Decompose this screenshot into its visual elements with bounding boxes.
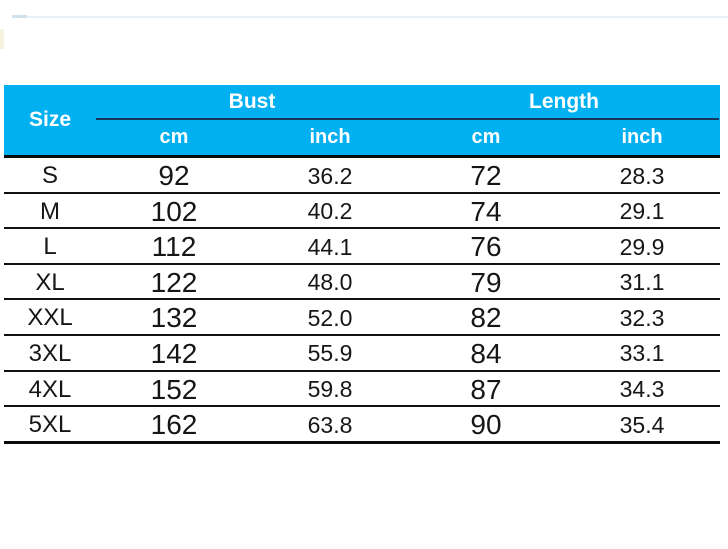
cell-length-inch: 33.1 xyxy=(619,340,665,367)
cell-bust-inch: 55.9 xyxy=(307,340,353,367)
table-header: Size Bust Length cm inch cm inch xyxy=(4,85,720,158)
faint-edge-mark xyxy=(0,29,4,49)
size-column-header: Size xyxy=(28,108,72,131)
cell-bust-cm: 112 xyxy=(151,231,197,263)
cell-size: 5XL xyxy=(28,411,72,439)
cell-bust-cm: 162 xyxy=(150,409,198,441)
table-row: XL 122 48.0 79 31.1 xyxy=(4,265,720,301)
cell-length-cm: 76 xyxy=(470,231,502,263)
table-row: L 112 44.1 76 29.9 xyxy=(4,229,720,265)
cell-length-inch: 32.3 xyxy=(619,304,665,331)
cell-length-cm: 84 xyxy=(470,337,502,369)
cell-bust-cm: 122 xyxy=(150,266,198,298)
cell-length-inch: 29.1 xyxy=(619,198,665,225)
cell-length-inch: 35.4 xyxy=(619,411,665,438)
cell-bust-inch: 63.8 xyxy=(307,411,353,438)
table-row: 4XL 152 59.8 87 34.3 xyxy=(4,372,720,408)
cell-bust-inch: 59.8 xyxy=(307,376,353,403)
cell-bust-cm: 152 xyxy=(150,373,198,405)
cell-size: L xyxy=(43,233,57,261)
cell-length-inch: 28.3 xyxy=(619,162,665,189)
cell-bust-inch: 44.1 xyxy=(307,233,353,260)
cell-length-inch: 34.3 xyxy=(619,376,665,403)
table-row: XXL 132 52.0 82 32.3 xyxy=(4,300,720,336)
table-row: M 102 40.2 74 29.1 xyxy=(4,194,720,230)
bust-group-header: Bust xyxy=(228,90,276,113)
cell-size: XXL xyxy=(27,304,73,332)
cell-bust-inch: 36.2 xyxy=(307,162,353,189)
length-inch-header: inch xyxy=(621,125,663,148)
cell-size: S xyxy=(41,162,58,189)
length-cm-header: cm xyxy=(471,125,501,148)
cell-length-cm: 72 xyxy=(470,160,502,191)
cell-bust-cm: 92 xyxy=(158,160,190,191)
cell-length-inch: 29.9 xyxy=(619,233,665,260)
bust-cm-header: cm xyxy=(159,125,189,148)
cell-size: M xyxy=(40,197,60,225)
cell-length-inch: 31.1 xyxy=(619,269,665,296)
table-row: 5XL 162 63.8 90 35.4 xyxy=(4,407,720,444)
cell-bust-inch: 48.0 xyxy=(307,269,353,296)
cell-length-cm: 79 xyxy=(470,266,502,298)
cell-bust-inch: 40.2 xyxy=(307,198,353,225)
cell-size: 3XL xyxy=(28,339,72,367)
cell-bust-cm: 102 xyxy=(150,195,198,227)
length-group-header: Length xyxy=(529,90,599,113)
size-chart-table: Size Bust Length cm inch cm inch S 92 36… xyxy=(4,85,720,444)
header-divider-line xyxy=(96,118,719,120)
cell-size: 4XL xyxy=(28,375,72,403)
cell-length-cm: 74 xyxy=(470,195,502,227)
faint-crop-mark xyxy=(12,15,27,18)
table-row: 3XL 142 55.9 84 33.1 xyxy=(4,336,720,372)
cell-length-cm: 90 xyxy=(470,409,502,441)
cell-bust-inch: 52.0 xyxy=(307,304,353,331)
cell-size: XL xyxy=(35,268,65,296)
cell-bust-cm: 132 xyxy=(150,302,198,334)
cell-length-cm: 82 xyxy=(470,302,502,334)
cell-bust-cm: 142 xyxy=(150,337,198,369)
table-row: S 92 36.2 72 28.3 xyxy=(4,158,720,194)
cell-length-cm: 87 xyxy=(470,373,502,405)
bust-inch-header: inch xyxy=(309,125,351,148)
faint-crop-line xyxy=(13,16,728,18)
